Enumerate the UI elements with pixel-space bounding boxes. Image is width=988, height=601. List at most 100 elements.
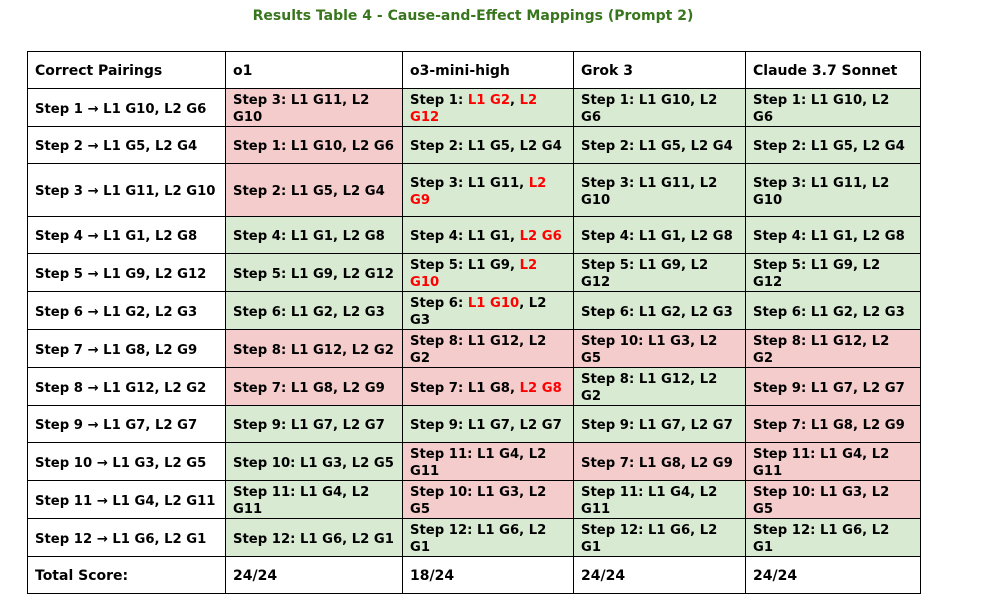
cell-text: Step 6: xyxy=(410,296,468,311)
table-row: Step 6 → L1 G2, L2 G3 Step 6: L1 G2, L2 G… xyxy=(27,291,921,330)
cell-text: Step 8: L1 G12, L2 G2 xyxy=(410,334,547,366)
header-grok-3: Grok 3 xyxy=(573,51,746,89)
grok-3-cell: Step 8: L1 G12, L2 G2 xyxy=(573,367,746,406)
cell-text: , L2 G3 xyxy=(410,296,547,328)
table-row: Step 11 → L1 G4, L2 G11 Step 11: L1 G4, L… xyxy=(27,480,921,519)
o3-mini-high-cell: Step 1: L1 G2, L2 G12 xyxy=(402,88,574,127)
o1-cell: Step 4: L1 G1, L2 G8 xyxy=(225,216,403,254)
grok-3-cell: Step 6: L1 G2, L2 G3 xyxy=(573,291,746,330)
claude-cell: Step 6: L1 G2, L2 G3 xyxy=(745,291,921,330)
error-text: L2 G8 xyxy=(519,380,562,396)
header-claude-3-7-sonnet: Claude 3.7 Sonnet xyxy=(745,51,921,89)
table-row: Step 9 → L1 G7, L2 G7 Step 9: L1 G7, L2 G… xyxy=(27,405,921,443)
error-text: L2 G10 xyxy=(410,258,538,290)
claude-cell: Step 2: L1 G5, L2 G4 xyxy=(745,126,921,164)
grok-3-cell: Step 2: L1 G5, L2 G4 xyxy=(573,126,746,164)
o1-cell: Step 10: L1 G3, L2 G5 xyxy=(225,442,403,481)
error-text: L1 G10 xyxy=(467,296,520,311)
table-row: Step 2 → L1 G5, L2 G4 Step 1: L1 G10, L2 … xyxy=(27,126,921,164)
table-row: Step 4 → L1 G1, L2 G8 Step 4: L1 G1, L2 G… xyxy=(27,216,921,254)
total-score-label: Total Score: xyxy=(27,556,226,594)
grok-3-cell: Step 10: L1 G3, L2 G5 xyxy=(573,329,746,368)
error-text: L2 G6 xyxy=(519,229,562,244)
o3-mini-high-total: 18/24 xyxy=(402,556,574,594)
correct-pairing-cell: Step 12 → L1 G6, L2 G1 xyxy=(27,518,226,557)
correct-pairing-cell: Step 8 → L1 G12, L2 G2 xyxy=(27,367,226,406)
cell-text: , xyxy=(510,93,520,108)
o1-cell: Step 6: L1 G2, L2 G3 xyxy=(225,291,403,330)
o1-total: 24/24 xyxy=(225,556,403,594)
table-row: Step 8 → L1 G12, L2 G2 Step 7: L1 G8, L2 … xyxy=(27,367,921,406)
correct-pairing-cell: Step 4 → L1 G1, L2 G8 xyxy=(27,216,226,254)
claude-cell: Step 10: L1 G3, L2 G5 xyxy=(745,480,921,519)
grok-3-cell: Step 4: L1 G1, L2 G8 xyxy=(573,216,746,254)
correct-pairing-cell: Step 5 → L1 G9, L2 G12 xyxy=(27,253,226,292)
o3-mini-high-cell: Step 2: L1 G5, L2 G4 xyxy=(402,126,574,164)
claude-cell: Step 1: L1 G10, L2 G6 xyxy=(745,88,921,127)
claude-cell: Step 3: L1 G11, L2 G10 xyxy=(745,163,921,217)
error-text: L2 G12 xyxy=(410,93,538,125)
o3-mini-high-cell: Step 12: L1 G6, L2 G1 xyxy=(402,518,574,557)
claude-cell: Step 11: L1 G4, L2 G11 xyxy=(745,442,921,481)
header-o1: o1 xyxy=(225,51,403,89)
grok-3-cell: Step 9: L1 G7, L2 G7 xyxy=(573,405,746,443)
o1-cell: Step 1: L1 G10, L2 G6 xyxy=(225,126,403,164)
correct-pairing-cell: Step 2 → L1 G5, L2 G4 xyxy=(27,126,226,164)
header-o3-mini-high: o3-mini-high xyxy=(402,51,574,89)
correct-pairing-cell: Step 11 → L1 G4, L2 G11 xyxy=(27,480,226,519)
o1-cell: Step 12: L1 G6, L2 G1 xyxy=(225,518,403,557)
grok-3-cell: Step 5: L1 G9, L2 G12 xyxy=(573,253,746,292)
grok-3-cell: Step 11: L1 G4, L2 G11 xyxy=(573,480,746,519)
header-row: Correct Pairings o1 o3-mini-high Grok 3 … xyxy=(27,51,921,89)
o3-mini-high-cell: Step 4: L1 G1, L2 G6 xyxy=(402,216,574,254)
results-table: Correct Pairings o1 o3-mini-high Grok 3 … xyxy=(27,51,921,594)
correct-pairing-cell: Step 9 → L1 G7, L2 G7 xyxy=(27,405,226,443)
error-text: L2 G9 xyxy=(410,175,547,208)
o3-mini-high-cell: Step 6: L1 G10, L2 G3 xyxy=(402,291,574,330)
claude-cell: Step 9: L1 G7, L2 G7 xyxy=(745,367,921,406)
claude-cell: Step 5: L1 G9, L2 G12 xyxy=(745,253,921,292)
error-text: L1 G2 xyxy=(467,93,510,108)
cell-text: Step 12: L1 G6, L2 G1 xyxy=(410,523,547,555)
cell-text: Step 10: L1 G3, L2 G5 xyxy=(410,485,547,517)
header-correct-pairings: Correct Pairings xyxy=(27,51,226,89)
o3-mini-high-cell: Step 8: L1 G12, L2 G2 xyxy=(402,329,574,368)
table-row: Step 12 → L1 G6, L2 G1 Step 12: L1 G6, L2… xyxy=(27,518,921,557)
o1-cell: Step 5: L1 G9, L2 G12 xyxy=(225,253,403,292)
table-title: Results Table 4 - Cause-and-Effect Mappi… xyxy=(252,8,694,24)
claude-cell: Step 7: L1 G8, L2 G9 xyxy=(745,405,921,443)
o3-mini-high-cell: Step 7: L1 G8, L2 G8 xyxy=(402,367,574,406)
cell-text: Step 7: L1 G8, xyxy=(410,380,520,396)
correct-pairing-cell: Step 6 → L1 G2, L2 G3 xyxy=(27,291,226,330)
grok-3-total: 24/24 xyxy=(573,556,746,594)
grok-3-cell: Step 3: L1 G11, L2 G10 xyxy=(573,163,746,217)
o3-mini-high-cell: Step 10: L1 G3, L2 G5 xyxy=(402,480,574,519)
claude-cell: Step 12: L1 G6, L2 G1 xyxy=(745,518,921,557)
correct-pairing-cell: Step 1 → L1 G10, L2 G6 xyxy=(27,88,226,127)
cell-text: Step 1: xyxy=(410,93,468,108)
correct-pairing-cell: Step 10 → L1 G3, L2 G5 xyxy=(27,442,226,481)
o3-mini-high-cell: Step 9: L1 G7, L2 G7 xyxy=(402,405,574,443)
o3-mini-high-cell: Step 5: L1 G9, L2 G10 xyxy=(402,253,574,292)
o1-cell: Step 9: L1 G7, L2 G7 xyxy=(225,405,403,443)
cell-text: Step 2: L1 G5, L2 G4 xyxy=(410,139,562,154)
o1-cell: Step 3: L1 G11, L2 G10 xyxy=(225,88,403,127)
correct-pairing-cell: Step 3 → L1 G11, L2 G10 xyxy=(27,163,226,217)
table-row: Step 7 → L1 G8, L2 G9 Step 8: L1 G12, L2 … xyxy=(27,329,921,368)
grok-3-cell: Step 1: L1 G10, L2 G6 xyxy=(573,88,746,127)
o1-cell: Step 8: L1 G12, L2 G2 xyxy=(225,329,403,368)
o1-cell: Step 11: L1 G4, L2 G11 xyxy=(225,480,403,519)
claude-cell: Step 8: L1 G12, L2 G2 xyxy=(745,329,921,368)
correct-pairing-cell: Step 7 → L1 G8, L2 G9 xyxy=(27,329,226,368)
cell-text: Step 5: L1 G9, xyxy=(410,258,520,273)
claude-total: 24/24 xyxy=(745,556,921,594)
grok-3-cell: Step 12: L1 G6, L2 G1 xyxy=(573,518,746,557)
o3-mini-high-cell: Step 3: L1 G11, L2 G9 xyxy=(402,163,574,217)
cell-text: Step 9: L1 G7, L2 G7 xyxy=(410,418,562,433)
cell-text: Step 11: L1 G4, L2 G11 xyxy=(410,447,547,479)
table-row: Step 3 → L1 G11, L2 G10 Step 2: L1 G5, L2… xyxy=(27,163,921,217)
o1-cell: Step 7: L1 G8, L2 G9 xyxy=(225,367,403,406)
o3-mini-high-cell: Step 11: L1 G4, L2 G11 xyxy=(402,442,574,481)
claude-cell: Step 4: L1 G1, L2 G8 xyxy=(745,216,921,254)
table-row: Step 5 → L1 G9, L2 G12 Step 5: L1 G9, L2 … xyxy=(27,253,921,292)
